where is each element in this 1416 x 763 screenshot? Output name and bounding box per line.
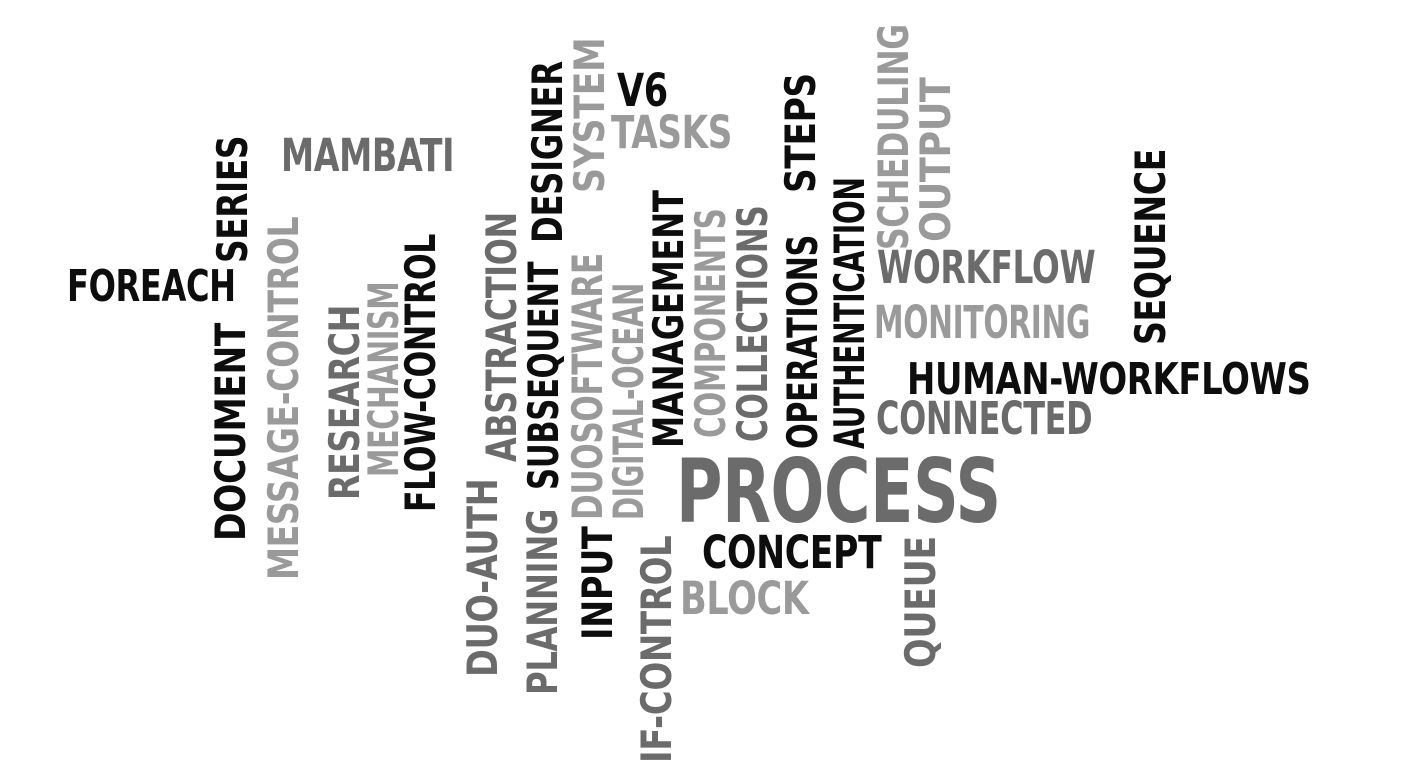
word-series: SERIES [208,135,257,263]
word-authentication: AUTHENTICATION [825,177,874,449]
word-message-control: MESSAGE-CONTROL [259,216,308,580]
word-components: COMPONENTS [686,208,735,438]
word-duosoftware: DUOSOFTWARE [563,253,612,520]
word-v6: V6 [617,64,668,117]
word-concept: CONCEPT [702,526,882,579]
word-if-control: IF-CONTROL [632,535,681,763]
word-scheduling: SCHEDULING [869,24,918,250]
word-operations: OPERATIONS [778,235,827,449]
word-document: DOCUMENT [206,323,255,541]
word-connected: CONNECTED [876,392,1093,445]
word-queue: QUEUE [896,536,945,668]
word-block: BLOCK [680,572,809,625]
word-output: OUTPUT [911,77,960,242]
word-process: PROCESS [676,440,1001,543]
word-monitoring: MONITORING [874,296,1091,349]
word-subsequent: SUBSEQUENT [519,261,568,490]
word-management: MANAGEMENT [644,190,693,448]
word-steps: STEPS [776,73,825,193]
word-mambati: MAMBATI [281,129,455,182]
word-flow-control: FLOW-CONTROL [396,233,445,512]
word-designer: DESIGNER [523,61,572,243]
word-foreach: FOREACH [67,261,236,312]
word-input: INPUT [573,526,622,640]
word-collections: COLLECTIONS [728,205,777,442]
word-planning: PLANNING [518,508,567,695]
word-tasks: TASKS [611,106,733,159]
word-abstraction: ABSTRACTION [477,212,526,462]
word-sequence: SEQUENCE [1126,148,1175,345]
word-system: SYSTEM [565,37,614,193]
word-workflow: WORKFLOW [877,241,1096,294]
word-duo-auth: DUO-AUTH [458,478,507,677]
word-human-workflows: HUMAN-WORKFLOWS [907,354,1311,405]
